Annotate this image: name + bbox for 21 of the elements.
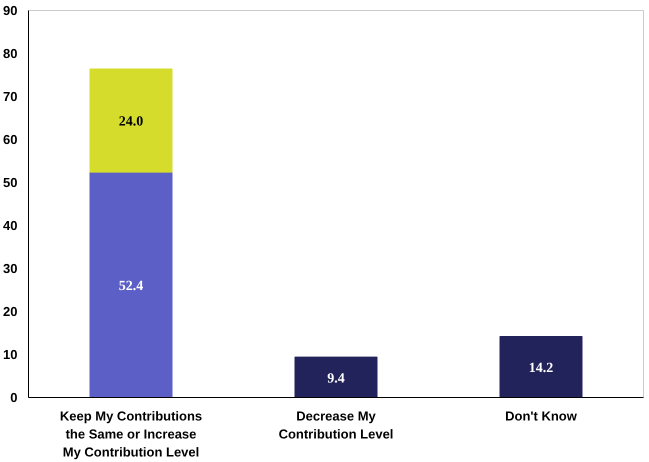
y-tick-label: 70 — [3, 89, 18, 104]
y-tick-label: 80 — [3, 46, 18, 61]
bar — [90, 172, 172, 398]
data-label: 52.4 — [118, 278, 144, 294]
x-tick-label: Keep My Contributions the Same or Increase My Contribution Level — [60, 408, 202, 460]
x-tick-label: Don't Know — [505, 408, 578, 424]
data-label: 9.4 — [327, 371, 345, 386]
y-tick-label: 0 — [10, 390, 18, 405]
y-tick-label: 10 — [3, 347, 18, 362]
data-label: 14.2 — [528, 360, 554, 376]
y-tick-label: 40 — [3, 218, 18, 233]
x-tick-label: Decrease My Contribution Level — [278, 408, 394, 442]
bar — [90, 68, 172, 173]
y-tick-label: 60 — [3, 132, 18, 147]
y-tick-label: 20 — [3, 304, 18, 319]
bar — [294, 356, 378, 398]
data-label: 24.0 — [118, 114, 144, 130]
bar — [500, 336, 582, 398]
y-tick-label: 90 — [3, 3, 18, 18]
y-tick-label: 50 — [3, 175, 18, 190]
y-tick-label: 30 — [3, 261, 18, 276]
